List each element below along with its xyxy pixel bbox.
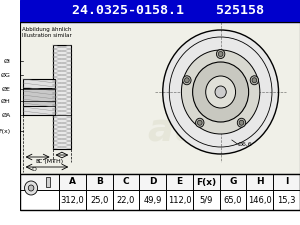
Text: ØA: ØA [1,112,10,117]
Text: ØI: ØI [4,58,11,63]
Circle shape [218,52,223,56]
Bar [20,0,300,22]
Circle shape [250,76,259,85]
Text: Abbildung ähnlich
Illustration similar: Abbildung ähnlich Illustration similar [22,27,71,38]
Bar [46,177,50,187]
Circle shape [182,50,260,134]
Circle shape [193,62,249,122]
Circle shape [239,120,244,125]
Text: F(x): F(x) [196,178,216,187]
Circle shape [25,181,38,195]
Circle shape [183,76,191,85]
Text: B: B [35,159,40,164]
Circle shape [196,118,204,127]
Circle shape [206,76,236,108]
Circle shape [197,120,202,125]
Bar [20,174,300,210]
Circle shape [215,86,226,98]
Circle shape [184,78,189,83]
Text: F(x): F(x) [0,128,11,133]
Text: 312,0: 312,0 [61,196,84,205]
Text: H: H [256,178,264,187]
Text: D: D [32,167,36,172]
Text: 22,0: 22,0 [117,196,135,205]
Text: 25,0: 25,0 [90,196,108,205]
Text: 15,3: 15,3 [278,196,296,205]
Text: 49,9: 49,9 [144,196,162,205]
Text: Ø6,6: Ø6,6 [237,142,252,146]
Bar [23,88,56,106]
Text: 65,0: 65,0 [224,196,242,205]
Bar [23,79,56,115]
Bar [20,174,300,190]
Text: C: C [123,178,129,187]
Circle shape [237,118,246,127]
Text: ØE: ØE [2,86,11,92]
Bar [20,22,300,174]
Text: I: I [285,178,288,187]
Text: D: D [149,178,157,187]
Text: G: G [230,178,237,187]
Bar [20,22,300,174]
Text: A: A [69,178,76,187]
Circle shape [163,30,278,154]
Text: 5/9: 5/9 [200,196,213,205]
Text: 146,0: 146,0 [248,196,272,205]
Text: E: E [176,178,183,187]
Text: C (MTH): C (MTH) [38,159,63,164]
Text: 24.0325-0158.1    525158: 24.0325-0158.1 525158 [56,4,264,18]
Text: 112,0: 112,0 [168,196,191,205]
Text: ØH: ØH [1,99,10,104]
Bar [52,45,71,149]
Circle shape [28,185,34,191]
Text: ate: ate [148,111,219,149]
Text: ØG: ØG [1,72,10,77]
Circle shape [252,78,257,83]
Text: B: B [96,178,103,187]
Circle shape [216,50,225,58]
